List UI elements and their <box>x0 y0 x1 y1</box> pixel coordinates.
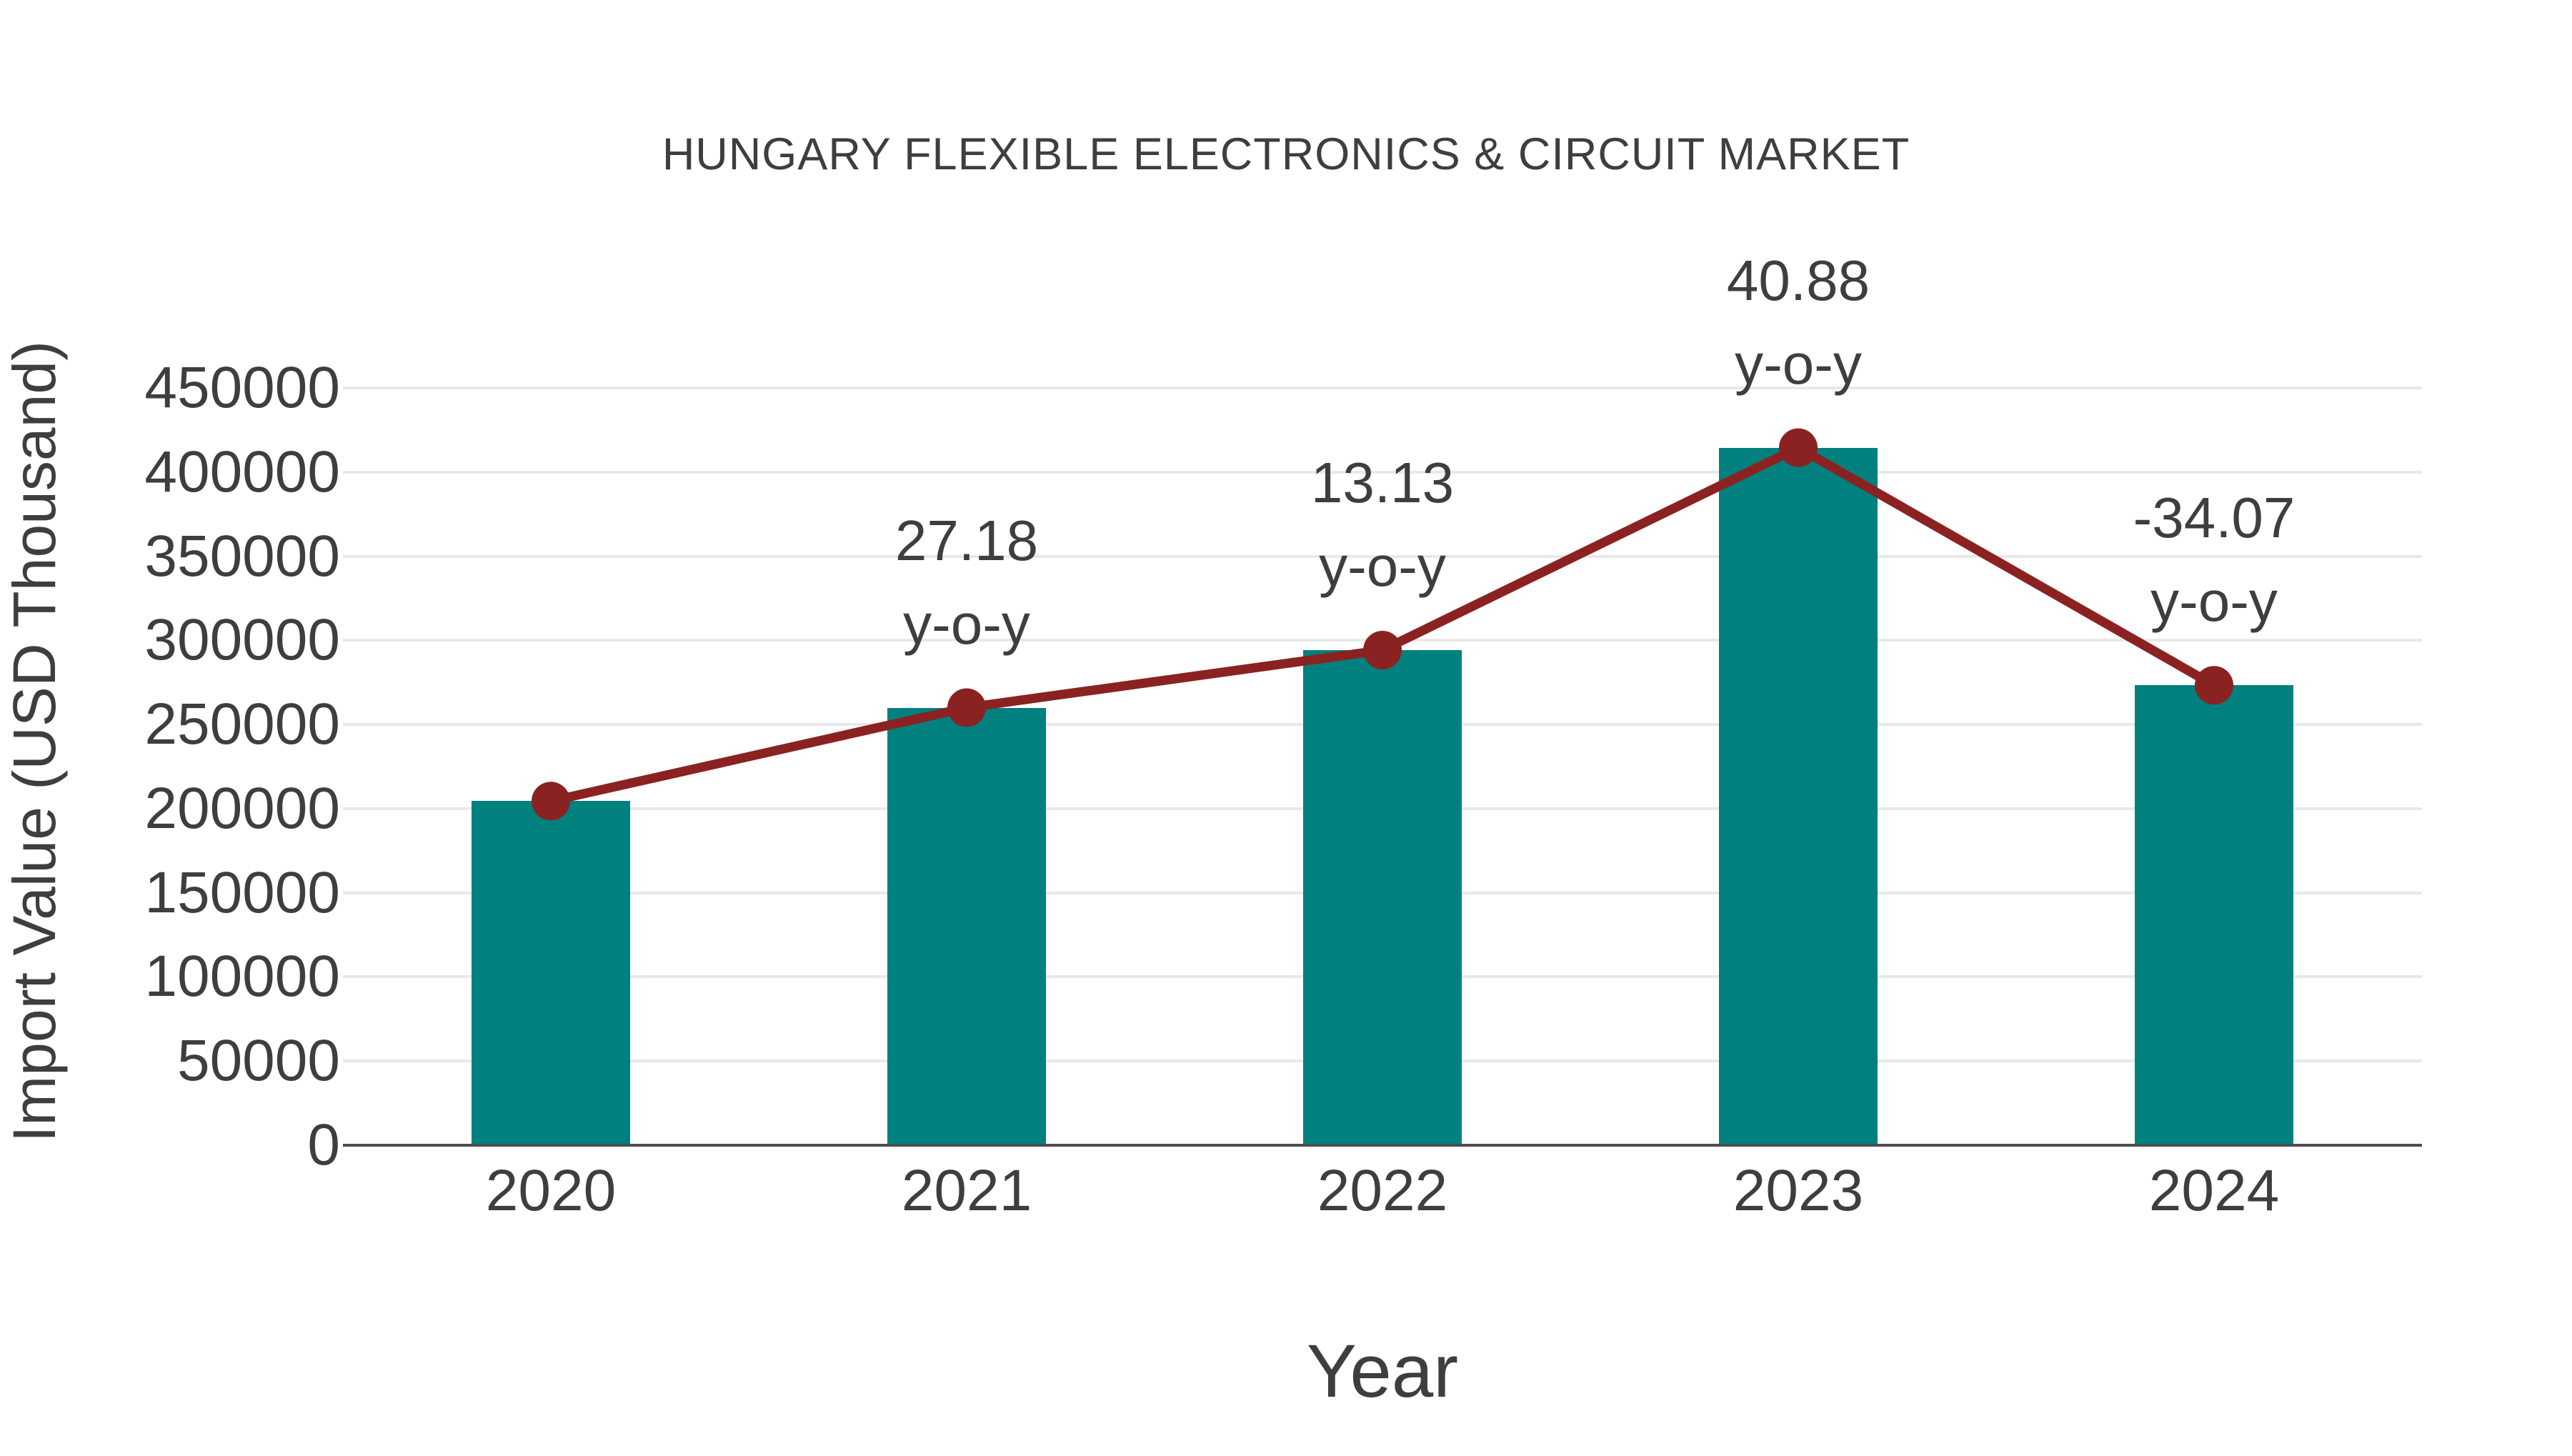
annotation-yoy-2024: y-o-y <box>2150 569 2278 634</box>
y-tick-label-100000: 100000 <box>144 944 340 1009</box>
plot-area <box>343 387 2422 1145</box>
annotation-yoy-2023: y-o-y <box>1735 331 1862 396</box>
x-tick-label-2022: 2022 <box>1317 1158 1448 1223</box>
annotation-yoy-2022: y-o-y <box>1319 534 1446 598</box>
bar-2020 <box>472 801 630 1145</box>
data-point-marker-2024 <box>2195 666 2233 705</box>
gridline <box>343 470 2422 474</box>
gridline <box>343 387 2422 389</box>
y-tick-label-250000: 250000 <box>144 692 340 757</box>
annotation-yoy-2021: y-o-y <box>903 592 1030 656</box>
annotation-value-2023: 40.88 <box>1726 248 1870 312</box>
y-tick-label-0: 0 <box>307 1112 340 1177</box>
bar-2022 <box>1303 649 1462 1145</box>
data-point-marker-2023 <box>1779 428 1818 467</box>
annotation-value-2021: 27.18 <box>894 508 1039 572</box>
data-point-marker-2022 <box>1363 630 1402 669</box>
chart-title: HUNGARY FLEXIBLE ELECTRONICS & CIRCUIT M… <box>662 129 1910 179</box>
data-point-marker-2020 <box>532 782 570 821</box>
x-tick-label-2021: 2021 <box>901 1158 1032 1223</box>
x-tick-label-2024: 2024 <box>2148 1158 2280 1223</box>
bar-2023 <box>1719 447 1878 1145</box>
y-tick-label-450000: 450000 <box>144 355 340 420</box>
gridline <box>343 554 2422 558</box>
bar-2024 <box>2135 685 2293 1145</box>
y-tick-label-200000: 200000 <box>144 775 340 841</box>
x-axis-title: Year <box>1306 1330 1459 1413</box>
annotation-value-2022: 13.13 <box>1310 450 1455 514</box>
x-tick-label-2020: 2020 <box>485 1158 617 1223</box>
y-tick-label-150000: 150000 <box>144 859 340 925</box>
x-tick-label-2023: 2023 <box>1733 1158 1864 1223</box>
data-point-marker-2021 <box>947 688 986 727</box>
y-tick-label-50000: 50000 <box>176 1028 340 1094</box>
trend-line-layer <box>532 428 2233 821</box>
x-axis-line <box>343 1144 2422 1147</box>
y-tick-label-350000: 350000 <box>144 523 340 589</box>
y-tick-label-400000: 400000 <box>144 439 340 504</box>
bar-2021 <box>887 707 1046 1145</box>
annotation-value-2024: -34.07 <box>2133 486 2296 550</box>
y-tick-label-300000: 300000 <box>144 607 340 673</box>
